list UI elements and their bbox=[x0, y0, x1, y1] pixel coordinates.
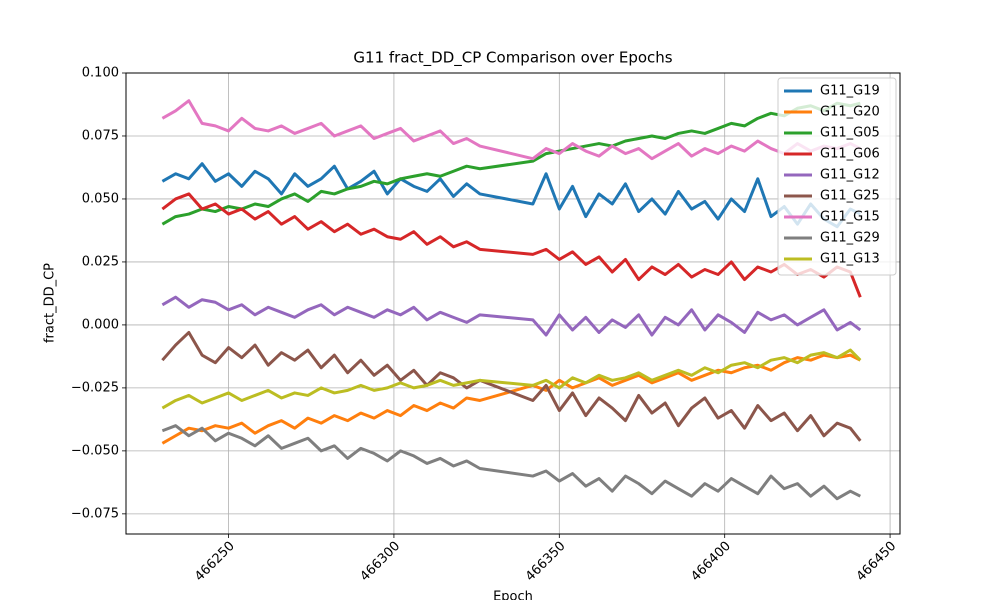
y-axis-label: fract_DD_CP bbox=[43, 263, 58, 343]
y-tick-label: −0.025 bbox=[71, 380, 119, 395]
y-tick-label: −0.050 bbox=[71, 443, 119, 458]
legend-label: G11_G12 bbox=[820, 168, 880, 183]
legend-box bbox=[777, 77, 897, 276]
chart-title: G11 fract_DD_CP Comparison over Epochs bbox=[353, 49, 672, 68]
legend-label: G11_G20 bbox=[820, 105, 880, 120]
legend-label: G11_G19 bbox=[820, 84, 880, 99]
series-line bbox=[161, 348, 862, 410]
legend-label: G11_G29 bbox=[820, 231, 880, 246]
series-line bbox=[161, 162, 861, 229]
legend-label: G11_G06 bbox=[820, 147, 880, 162]
y-tick-label: 0.025 bbox=[82, 254, 119, 269]
x-tick-label: 466450 bbox=[854, 539, 900, 585]
y-tick-label: 0.075 bbox=[82, 128, 119, 143]
series-line bbox=[161, 295, 862, 337]
legend-label: G11_G05 bbox=[820, 126, 880, 141]
legend: G11_G19 G11_G20 G11_G05 G11_G06 G11_G12 G11_G… bbox=[777, 77, 897, 276]
series-line bbox=[161, 192, 862, 298]
legend-label: G11_G25 bbox=[820, 189, 880, 204]
x-tick-label: 466400 bbox=[688, 539, 734, 585]
y-tick-label: −0.075 bbox=[71, 506, 119, 521]
y-tick-label: 0.100 bbox=[82, 66, 119, 81]
x-tick-label: 466300 bbox=[358, 539, 404, 585]
legend-label: G11_G13 bbox=[820, 252, 880, 267]
y-tick-label: 0.050 bbox=[82, 191, 119, 206]
series-line bbox=[161, 99, 861, 161]
y-tick-label: 0.000 bbox=[82, 317, 119, 332]
plot-frame bbox=[125, 72, 901, 535]
series-line bbox=[161, 424, 861, 501]
legend-label: G11_G15 bbox=[820, 210, 880, 225]
x-axis-label: Epoch bbox=[493, 590, 533, 600]
x-tick-label: 466250 bbox=[192, 539, 238, 585]
series-line bbox=[161, 330, 862, 442]
series-line bbox=[161, 101, 861, 226]
x-tick-label: 466350 bbox=[523, 539, 569, 585]
